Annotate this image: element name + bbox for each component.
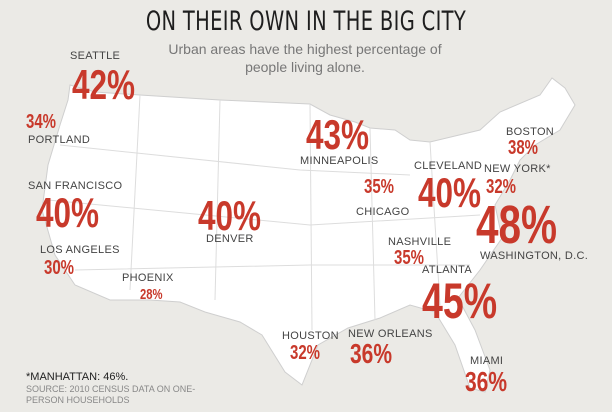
city-value: 43% xyxy=(306,111,370,158)
city-label: NEW YORK* xyxy=(484,163,551,175)
city-label: SAN FRANCISCO xyxy=(28,180,123,192)
city-label: LOS ANGELES xyxy=(40,244,120,256)
city-label: WASHINGTON, D.C. xyxy=(480,250,589,262)
us-outline xyxy=(41,77,576,393)
city-value: 40% xyxy=(36,189,100,236)
city-value: 38% xyxy=(508,137,539,159)
city-label: NASHVILLE xyxy=(388,236,452,248)
city-label: PHOENIX xyxy=(122,272,174,284)
city-value: 40% xyxy=(198,192,262,239)
city-label: PORTLAND xyxy=(28,134,91,146)
city-value: 36% xyxy=(350,338,393,369)
city-value: 32% xyxy=(290,342,321,364)
city-value: 34% xyxy=(26,111,57,133)
city-value: 32% xyxy=(486,176,517,198)
city-label: BOSTON xyxy=(506,126,555,138)
city-label: NEW ORLEANS xyxy=(348,328,433,340)
city-label: MINNEAPOLIS xyxy=(300,155,379,167)
footnote: *MANHATTAN: 46%. xyxy=(26,371,129,383)
city-label: ATLANTA xyxy=(422,264,472,276)
city-label: CHICAGO xyxy=(356,206,410,218)
city-value: 48% xyxy=(476,195,558,255)
subtitle: Urban areas have the highest percentage … xyxy=(168,41,442,75)
city-label: DENVER xyxy=(206,233,254,245)
page-title: ON THEIR OWN IN THE BIG CITY xyxy=(145,6,467,37)
city-value: 35% xyxy=(364,176,395,198)
city-label: CLEVELAND xyxy=(414,160,483,172)
city-value: 42% xyxy=(72,61,136,108)
state-borders xyxy=(47,94,481,331)
city-value: 28% xyxy=(140,286,163,303)
city-value: 36% xyxy=(465,366,508,397)
city-label: MIAMI xyxy=(470,355,504,367)
city-value: 40% xyxy=(418,169,482,216)
city-value: 45% xyxy=(422,273,498,329)
city-label: SEATTLE xyxy=(70,50,121,62)
city-value: 35% xyxy=(394,247,425,269)
city-value: 30% xyxy=(44,257,75,279)
source-note: SOURCE: 2010 CENSUS DATA ON ONE-PERSON H… xyxy=(26,384,196,405)
city-label: HOUSTON xyxy=(282,330,339,342)
